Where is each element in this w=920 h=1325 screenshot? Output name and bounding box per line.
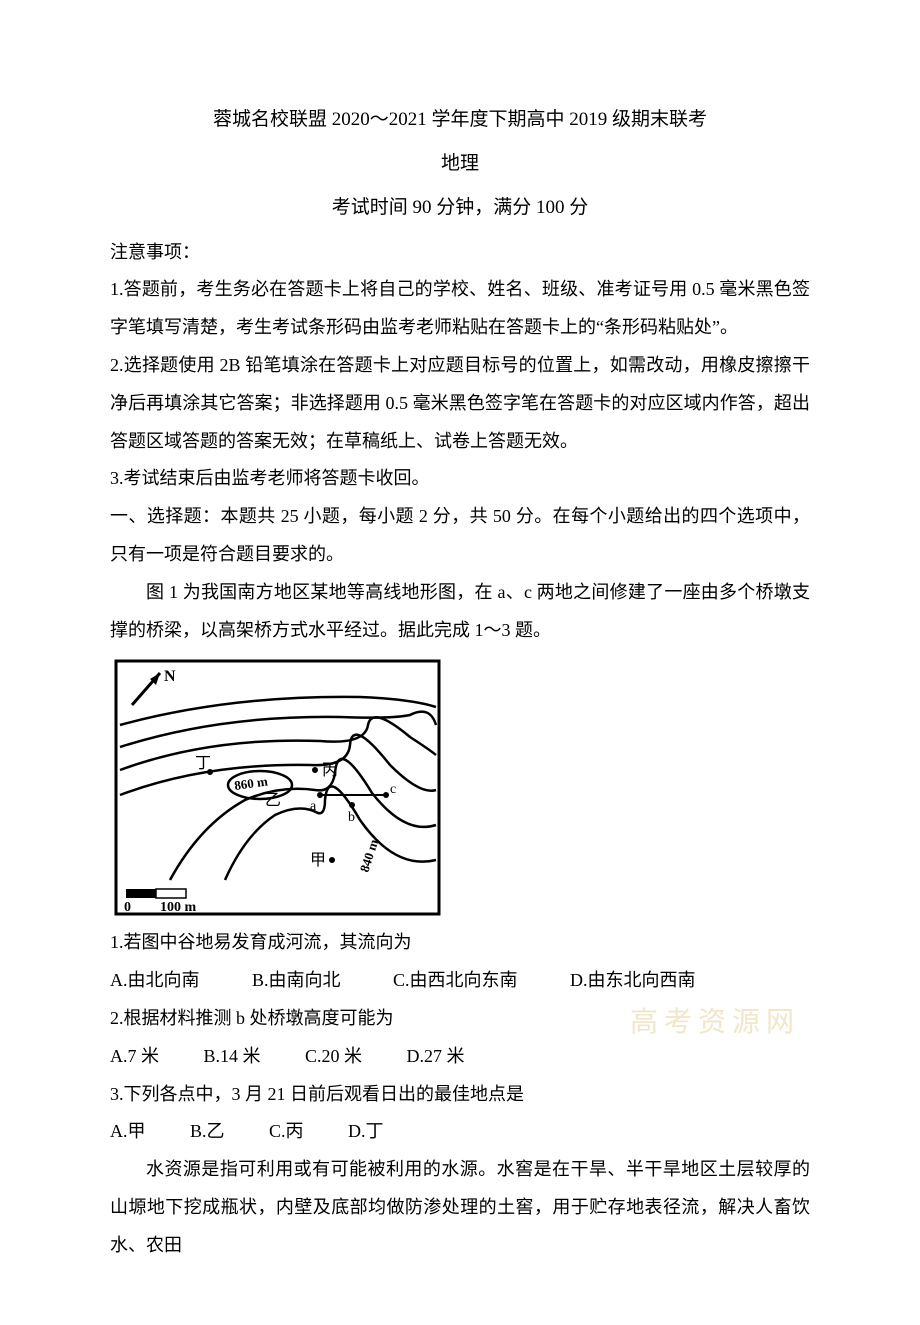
- q1-opt-c: C.由西北向东南: [393, 962, 518, 1000]
- q3-options: A.甲 B.乙 C.丙 D.丁: [110, 1113, 810, 1151]
- label-jia: 甲: [310, 852, 326, 869]
- q3-opt-c: C.丙: [269, 1113, 304, 1151]
- label-ding: 丁: [195, 755, 211, 772]
- q2-options: A.7 米 B.14 米 C.20 米 D.27 米: [110, 1038, 810, 1076]
- q1-options: A.由北向南 B.由南向北 C.由西北向东南 D.由东北向西南: [110, 962, 810, 1000]
- q2-opt-b: B.14 米: [204, 1038, 261, 1076]
- notice-heading: 注意事项：: [110, 234, 810, 272]
- label-yi: 乙: [265, 792, 281, 809]
- q1-stem: 1.若图中谷地易发育成河流，其流向为: [110, 924, 810, 962]
- notice-2: 2.选择题使用 2B 铅笔填涂在答题卡上对应题目标号的位置上，如需改动，用橡皮擦…: [110, 347, 810, 460]
- q1-opt-a: A.由北向南: [110, 962, 200, 1000]
- q3-stem: 3.下列各点中，3 月 21 日前后观看日出的最佳地点是: [110, 1076, 810, 1114]
- q2-opt-d: D.27 米: [407, 1038, 465, 1076]
- q1-opt-b: B.由南向北: [252, 962, 341, 1000]
- scale-dist: 100 m: [160, 900, 197, 915]
- q3-opt-b: B.乙: [190, 1113, 225, 1151]
- q2-opt-a: A.7 米: [110, 1038, 159, 1076]
- notice-3: 3.考试结束后由监考老师将答题卡收回。: [110, 460, 810, 498]
- q2-opt-c: C.20 米: [305, 1038, 362, 1076]
- label-c: c: [390, 782, 396, 797]
- q1-opt-d: D.由东北向西南: [570, 962, 696, 1000]
- section1-intro: 一、选择题：本题共 25 小题，每小题 2 分，共 50 分。在每个小题给出的四…: [110, 498, 810, 574]
- q3-opt-d: D.丁: [348, 1113, 384, 1151]
- exam-title: 蓉城名校联盟 2020～2021 学年度下期高中 2019 级期末联考: [110, 100, 810, 140]
- label-b: b: [348, 810, 355, 825]
- figure-1-contour-map: N a b c 丁 乙 丙 甲: [110, 655, 810, 920]
- passage-1: 图 1 为我国南方地区某地等高线地形图，在 a、c 两地之间修建了一座由多个桥墩…: [110, 574, 810, 650]
- q3-opt-a: A.甲: [110, 1113, 146, 1151]
- label-a: a: [310, 799, 317, 814]
- contour-840: 840 m: [357, 838, 382, 875]
- exam-subject: 地理: [110, 144, 810, 184]
- label-bing: 丙: [322, 762, 338, 779]
- q2-stem: 2.根据材料推测 b 处桥墩高度可能为: [110, 1000, 810, 1038]
- contour-860: 860 m: [233, 774, 269, 794]
- exam-info: 考试时间 90 分钟，满分 100 分: [110, 188, 810, 228]
- north-label: N: [164, 668, 176, 685]
- notice-1: 1.答题前，考生务必在答题卡上将自己的学校、姓名、班级、准考证号用 0.5 毫米…: [110, 271, 810, 347]
- scale-zero: 0: [124, 900, 131, 915]
- passage-2: 水资源是指可利用或有可能被利用的水源。水窖是在干旱、半干旱地区土层较厚的山塬地下…: [110, 1151, 810, 1264]
